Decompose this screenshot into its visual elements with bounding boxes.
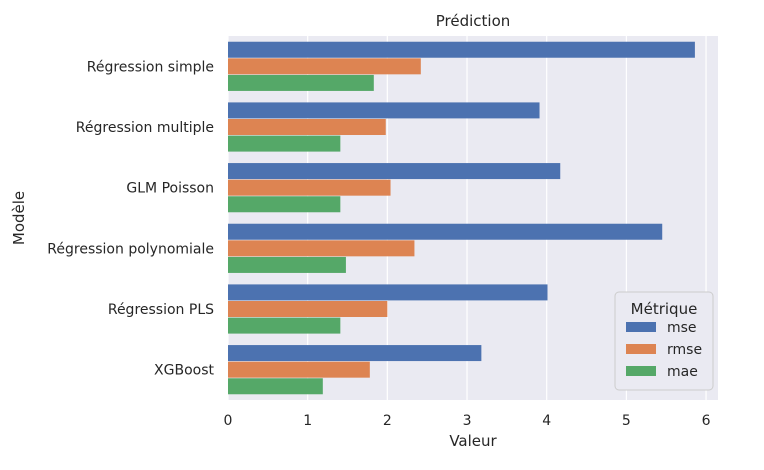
bar-mse (228, 223, 663, 240)
legend-label-mae: mae (667, 364, 698, 380)
bar-mae (228, 256, 346, 273)
category-label: Régression PLS (108, 302, 214, 318)
bar-mse (228, 284, 548, 301)
legend-label-mse: mse (667, 320, 697, 336)
x-tick-label: 3 (463, 413, 472, 429)
bar-mae (228, 135, 341, 152)
x-tick-label: 1 (303, 413, 312, 429)
legend-box (614, 291, 714, 391)
legend: Métrique mse rmse mae (614, 291, 714, 391)
bar-mae (228, 317, 341, 334)
x-tick-labels: 0 1 2 3 4 5 6 (224, 413, 711, 429)
bars-group (228, 41, 695, 395)
bar-rmse (228, 361, 370, 378)
x-tick-label: 4 (542, 413, 551, 429)
bar-rmse (228, 179, 391, 196)
bar-rmse (228, 119, 386, 135)
bar-mse (228, 102, 540, 119)
category-label: Régression simple (87, 59, 214, 75)
bar-mae (228, 74, 374, 91)
legend-swatch-mae (626, 366, 656, 376)
bar-rmse (228, 240, 415, 257)
bar-mse (228, 163, 561, 180)
category-labels: Régression simple Régression multiple GLM … (47, 59, 214, 378)
bar-mse (228, 345, 482, 362)
bar-mse (228, 41, 695, 58)
category-label: XGBoost (154, 363, 214, 379)
bar-rmse (228, 58, 421, 75)
bar-mae (228, 196, 341, 213)
bar-mae (228, 378, 323, 395)
legend-swatch-mse (626, 322, 656, 332)
category-label: Régression polynomiale (47, 241, 214, 257)
x-tick-label: 2 (383, 413, 392, 429)
x-tick-label: 6 (702, 413, 711, 429)
x-axis-title: Valeur (449, 432, 497, 450)
category-label: GLM Poisson (126, 181, 214, 197)
x-tick-label: 5 (622, 413, 631, 429)
legend-title: Métrique (631, 300, 698, 318)
legend-swatch-rmse (626, 344, 656, 354)
legend-label-rmse: rmse (667, 342, 702, 358)
chart-title: Prédiction (436, 12, 511, 30)
y-axis-title: Modèle (10, 191, 28, 245)
x-tick-label: 0 (224, 413, 233, 429)
bar-rmse (228, 301, 388, 317)
category-label: Régression multiple (76, 120, 214, 136)
